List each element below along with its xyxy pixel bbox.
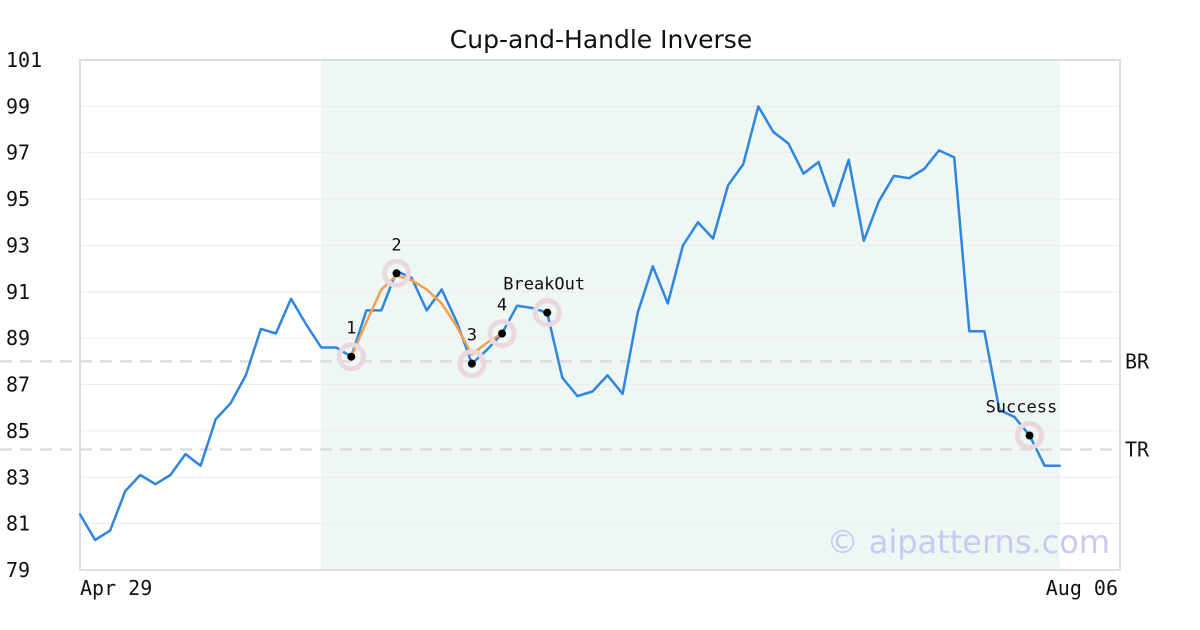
point-label: 1 <box>346 319 356 339</box>
point-halo <box>336 342 366 372</box>
highlight-region-layer <box>321 61 1060 569</box>
point-label: 2 <box>391 235 401 255</box>
axis-layer: 79 81 83 85 87 89 91 93 95 97 99 101 Apr 29 Aug 06 <box>6 48 1118 600</box>
point-halo <box>382 258 412 288</box>
point-marker <box>543 308 552 317</box>
watermark: © aipatterns.com <box>827 523 1110 561</box>
y-tick-label: 93 <box>6 233 30 257</box>
y-tick-label: 97 <box>6 141 30 165</box>
point-marker <box>498 329 507 338</box>
y-tick-label: 85 <box>6 419 30 443</box>
point-marker <box>467 359 476 368</box>
point-label: 4 <box>497 296 507 316</box>
point-halo <box>487 319 517 349</box>
point-label: BreakOut <box>503 275 585 295</box>
y-tick-label: 83 <box>6 465 30 489</box>
y-tick-label: 91 <box>6 280 30 304</box>
y-tick-label: 87 <box>6 373 30 397</box>
chart-title: Cup-and-Handle Inverse <box>450 25 752 54</box>
reference-line-label: TR <box>1125 437 1150 461</box>
x-tick-label: Aug 06 <box>1046 576 1118 600</box>
point-label: 3 <box>467 326 477 346</box>
reference-lines-layer: BR TR <box>0 349 1150 461</box>
point-halo <box>532 298 562 328</box>
point-marker <box>392 269 401 278</box>
point-halo <box>457 349 487 379</box>
y-tick-label: 89 <box>6 326 30 350</box>
point-halo <box>1015 421 1045 451</box>
point-marker <box>347 352 356 361</box>
plot-frame <box>79 59 1121 571</box>
x-tick-label: Apr 29 <box>80 576 152 600</box>
highlight-region <box>321 61 1060 569</box>
reference-line-label: BR <box>1125 349 1150 373</box>
y-tick-label: 79 <box>6 558 30 582</box>
point-marker <box>1025 431 1034 440</box>
y-tick-label: 101 <box>6 48 42 72</box>
point-label: Success <box>986 398 1058 418</box>
y-tick-label: 99 <box>6 94 30 118</box>
y-tick-label: 95 <box>6 187 30 211</box>
series-line <box>78 105 1061 542</box>
y-tick-label: 81 <box>6 512 30 536</box>
